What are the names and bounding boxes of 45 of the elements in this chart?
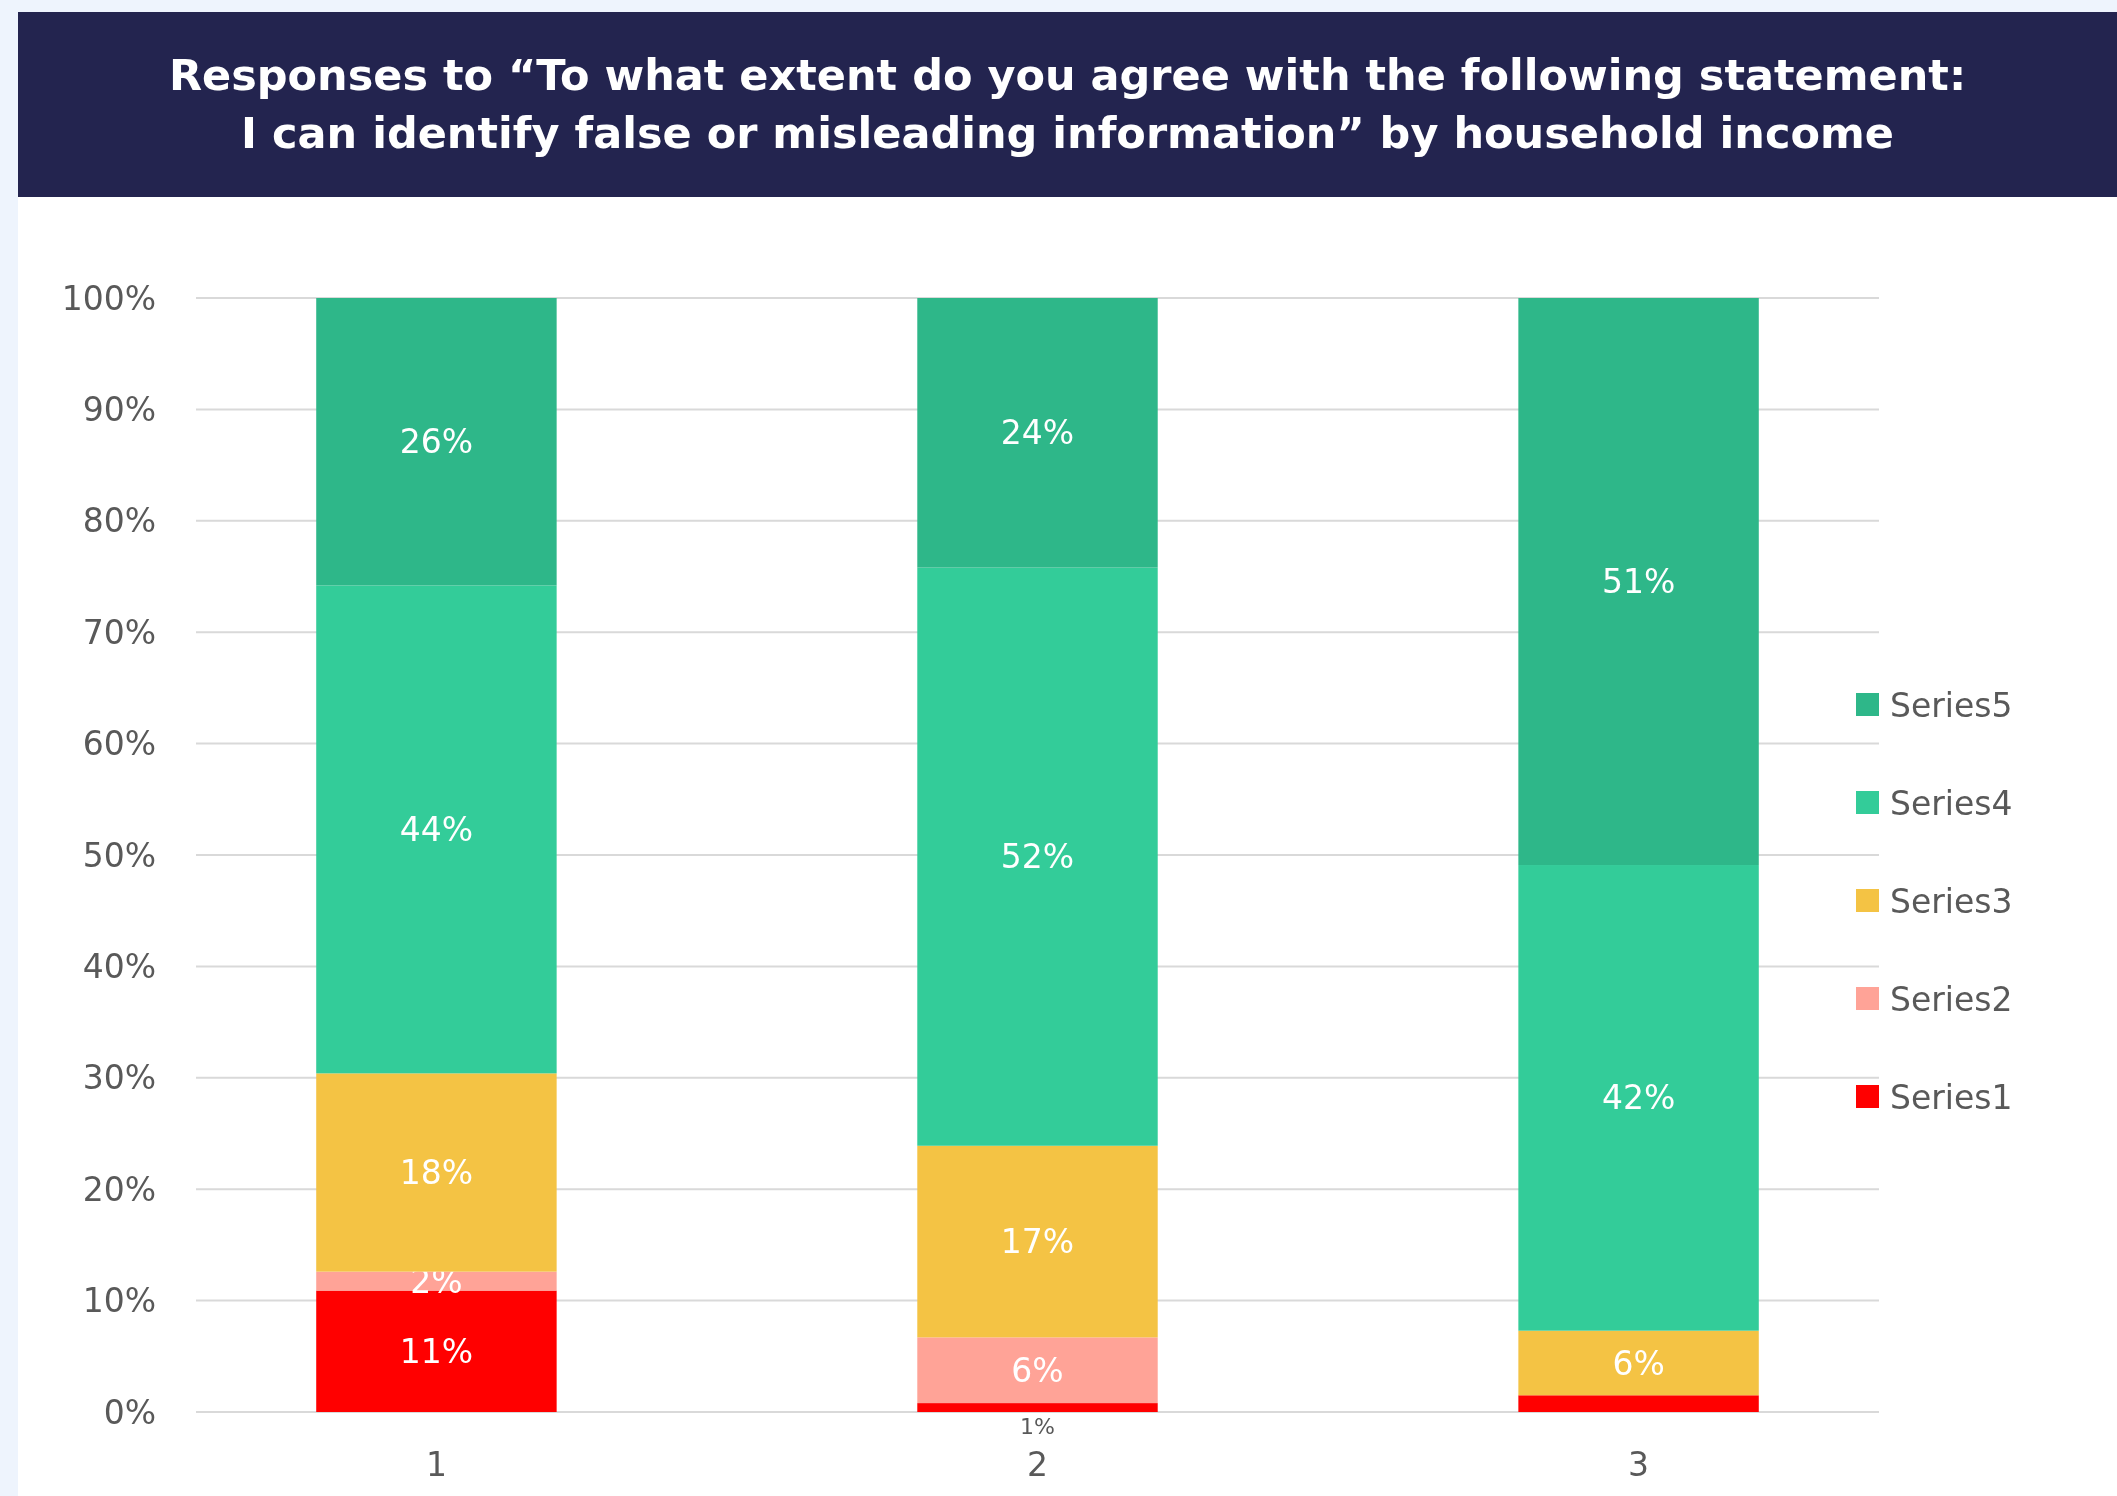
data-label: 6% (1612, 1343, 1665, 1383)
chart-title: Responses to “To what extent do you agree with the following statement: I can identify false or misleading information” by household income (168, 50, 1967, 158)
y-tick-label: 40% (82, 946, 156, 986)
bar (1518, 1395, 1759, 1412)
data-label: 52% (1000, 837, 1075, 877)
y-tick-label: 90% (82, 389, 156, 429)
legend-label: Series4 (1890, 783, 2013, 823)
data-label: 44% (399, 809, 474, 849)
bar (917, 1337, 1158, 1404)
legend-label: Series3 (1890, 881, 2013, 921)
data-label: 18% (399, 1153, 474, 1193)
bar (917, 1145, 1158, 1338)
y-tick-label: 80% (82, 501, 156, 541)
data-label: 6% (1011, 1350, 1064, 1390)
data-label: 26% (399, 422, 474, 462)
bar (316, 1271, 557, 1291)
data-label: 17% (1000, 1222, 1075, 1262)
y-tick-label: 70% (82, 612, 156, 652)
x-tick-label: 3 (1628, 1444, 1650, 1484)
x-tick-label: 1 (425, 1444, 447, 1484)
data-label: 42% (1601, 1078, 1676, 1118)
bar (1518, 298, 1759, 866)
data-label: 1% (1020, 1414, 1055, 1439)
data-label: 51% (1601, 562, 1676, 602)
y-tick-label: 100% (61, 278, 156, 318)
legend-label: Series5 (1890, 685, 2013, 725)
legend-label: Series1 (1890, 1077, 2013, 1117)
bar (1518, 865, 1759, 1331)
y-tick-label: 30% (82, 1058, 156, 1098)
y-tick-label: 20% (82, 1169, 156, 1209)
bar (917, 567, 1158, 1146)
y-tick-label: 0% (103, 1392, 156, 1432)
data-label: 24% (1000, 413, 1075, 453)
y-tick-label: 60% (82, 724, 156, 764)
bar (1518, 1330, 1759, 1396)
bar (316, 585, 557, 1074)
bar (917, 298, 1158, 568)
x-tick-label: 2 (1027, 1444, 1048, 1484)
y-tick-label: 50% (82, 835, 156, 875)
bar (917, 1403, 1158, 1412)
bar (316, 298, 557, 586)
legend-label: Series2 (1890, 979, 2013, 1019)
y-tick-label: 10% (82, 1281, 156, 1321)
data-label: 11% (399, 1331, 474, 1371)
bar (316, 1073, 557, 1272)
